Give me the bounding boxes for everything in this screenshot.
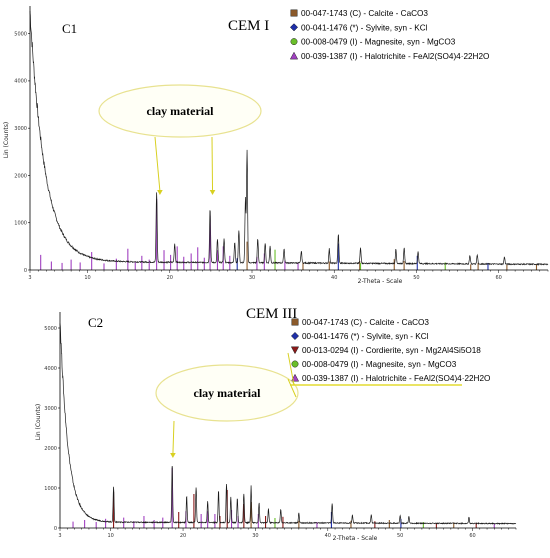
legend-marker: [289, 51, 299, 60]
legend-entry: 00-047-1743 (C) - Calcite - CaCO3: [302, 318, 429, 327]
legend-marker: [290, 38, 298, 46]
clay-annotation: clay material: [194, 386, 262, 400]
x-tick-label: 30: [249, 275, 255, 281]
y-axis-label: Lin (Counts): [35, 404, 42, 440]
x-tick-label: 30: [252, 533, 258, 539]
y-tick-label: 0: [54, 526, 57, 532]
clay-arrow-head: [157, 190, 163, 195]
y-tick-label: 3000: [44, 406, 57, 412]
x-tick-label: 60: [495, 275, 501, 281]
legend-entry: 00-008-0479 (I) - Magnesite, syn - MgCO3: [302, 360, 457, 369]
clay-arrow: [154, 136, 161, 192]
x-tick-label: 50: [413, 275, 419, 281]
y-tick-label: 5000: [14, 31, 27, 37]
legend-marker: [289, 23, 299, 32]
sample-label: C1: [62, 21, 77, 36]
panel-cem-3: 0 1000 2000 3000 4000 5000 3 10 20 30 40 50 60 2-Thet…: [35, 306, 517, 542]
y-tick-label: 5000: [44, 326, 57, 332]
x-tick-label: 60: [469, 533, 475, 539]
diffraction-trace: [59, 323, 517, 525]
chart-title: CEM I: [228, 18, 269, 34]
chart-title: CEM III: [246, 306, 297, 322]
panel-cem-1: 0 1000 2000 3000 4000 5000 3 10 20 30 40 50 60 2-Thet…: [3, 6, 549, 285]
legend-entry: 00-041-1476 (*) - Sylvite, syn - KCl: [301, 23, 428, 32]
x-tick-label: 40: [325, 533, 331, 539]
x-axis-label: 2-Theta - Scale: [358, 278, 403, 285]
legend-entry: 00-047-1743 (C) - Calcite - CaCO3: [301, 9, 428, 18]
clay-ellipse: [98, 84, 262, 138]
legend-entry: 00-013-0294 (I) - Cordierite, syn - Mg2A…: [302, 346, 481, 355]
clay-arrow-head: [170, 453, 176, 458]
y-tick-label: 2000: [44, 446, 57, 452]
legend-entry: 00-008-0479 (I) - Magnesite, syn - MgCO3: [301, 38, 456, 47]
x-tick-label: 10: [107, 533, 113, 539]
x-tick-label: 20: [180, 533, 186, 539]
y-tick-label: 4000: [14, 79, 27, 85]
y-tick-label: 0: [24, 268, 27, 274]
legend-entry: 00-039-1387 (I) - Halotrichite - FeAl2(S…: [301, 52, 489, 61]
clay-annotation: clay material: [147, 104, 215, 118]
clay-arrow: [172, 420, 175, 455]
legend-marker: [290, 331, 300, 341]
y-tick-label: 1000: [14, 221, 27, 227]
y-tick-label: 4000: [44, 366, 57, 372]
x-tick-label: 20: [167, 275, 173, 281]
legend-entry: 00-041-1476 (*) - Sylvite, syn - KCl: [302, 332, 429, 341]
legend-leader: [287, 378, 297, 398]
legend-marker: [290, 9, 298, 17]
x-tick-label: 40: [331, 275, 337, 281]
legend-marker: [291, 360, 299, 368]
x-tick-label: 50: [397, 533, 403, 539]
diffraction-trace: [29, 11, 549, 267]
legend-leader: [287, 352, 295, 386]
y-tick-label: 1000: [44, 486, 57, 492]
x-axis-label: 2-Theta - Scale: [333, 535, 378, 542]
sample-label: C2: [88, 315, 103, 330]
x-tick-label: 3: [28, 275, 31, 281]
x-tick-label: 10: [84, 275, 90, 281]
y-tick-label: 2000: [14, 173, 27, 179]
legend-entry: 00-039-1387 (I) - Halotrichite - FeAl2(S…: [302, 374, 490, 383]
y-tick-label: 3000: [14, 126, 27, 132]
legend-marker: [290, 346, 300, 355]
clay-ellipse: [155, 364, 299, 422]
y-axis-label: Lin (Counts): [3, 122, 10, 158]
clay-arrow: [211, 136, 214, 192]
clay-arrow-head: [209, 190, 216, 195]
x-tick-label: 3: [58, 533, 61, 539]
legend-marker: [291, 318, 299, 326]
